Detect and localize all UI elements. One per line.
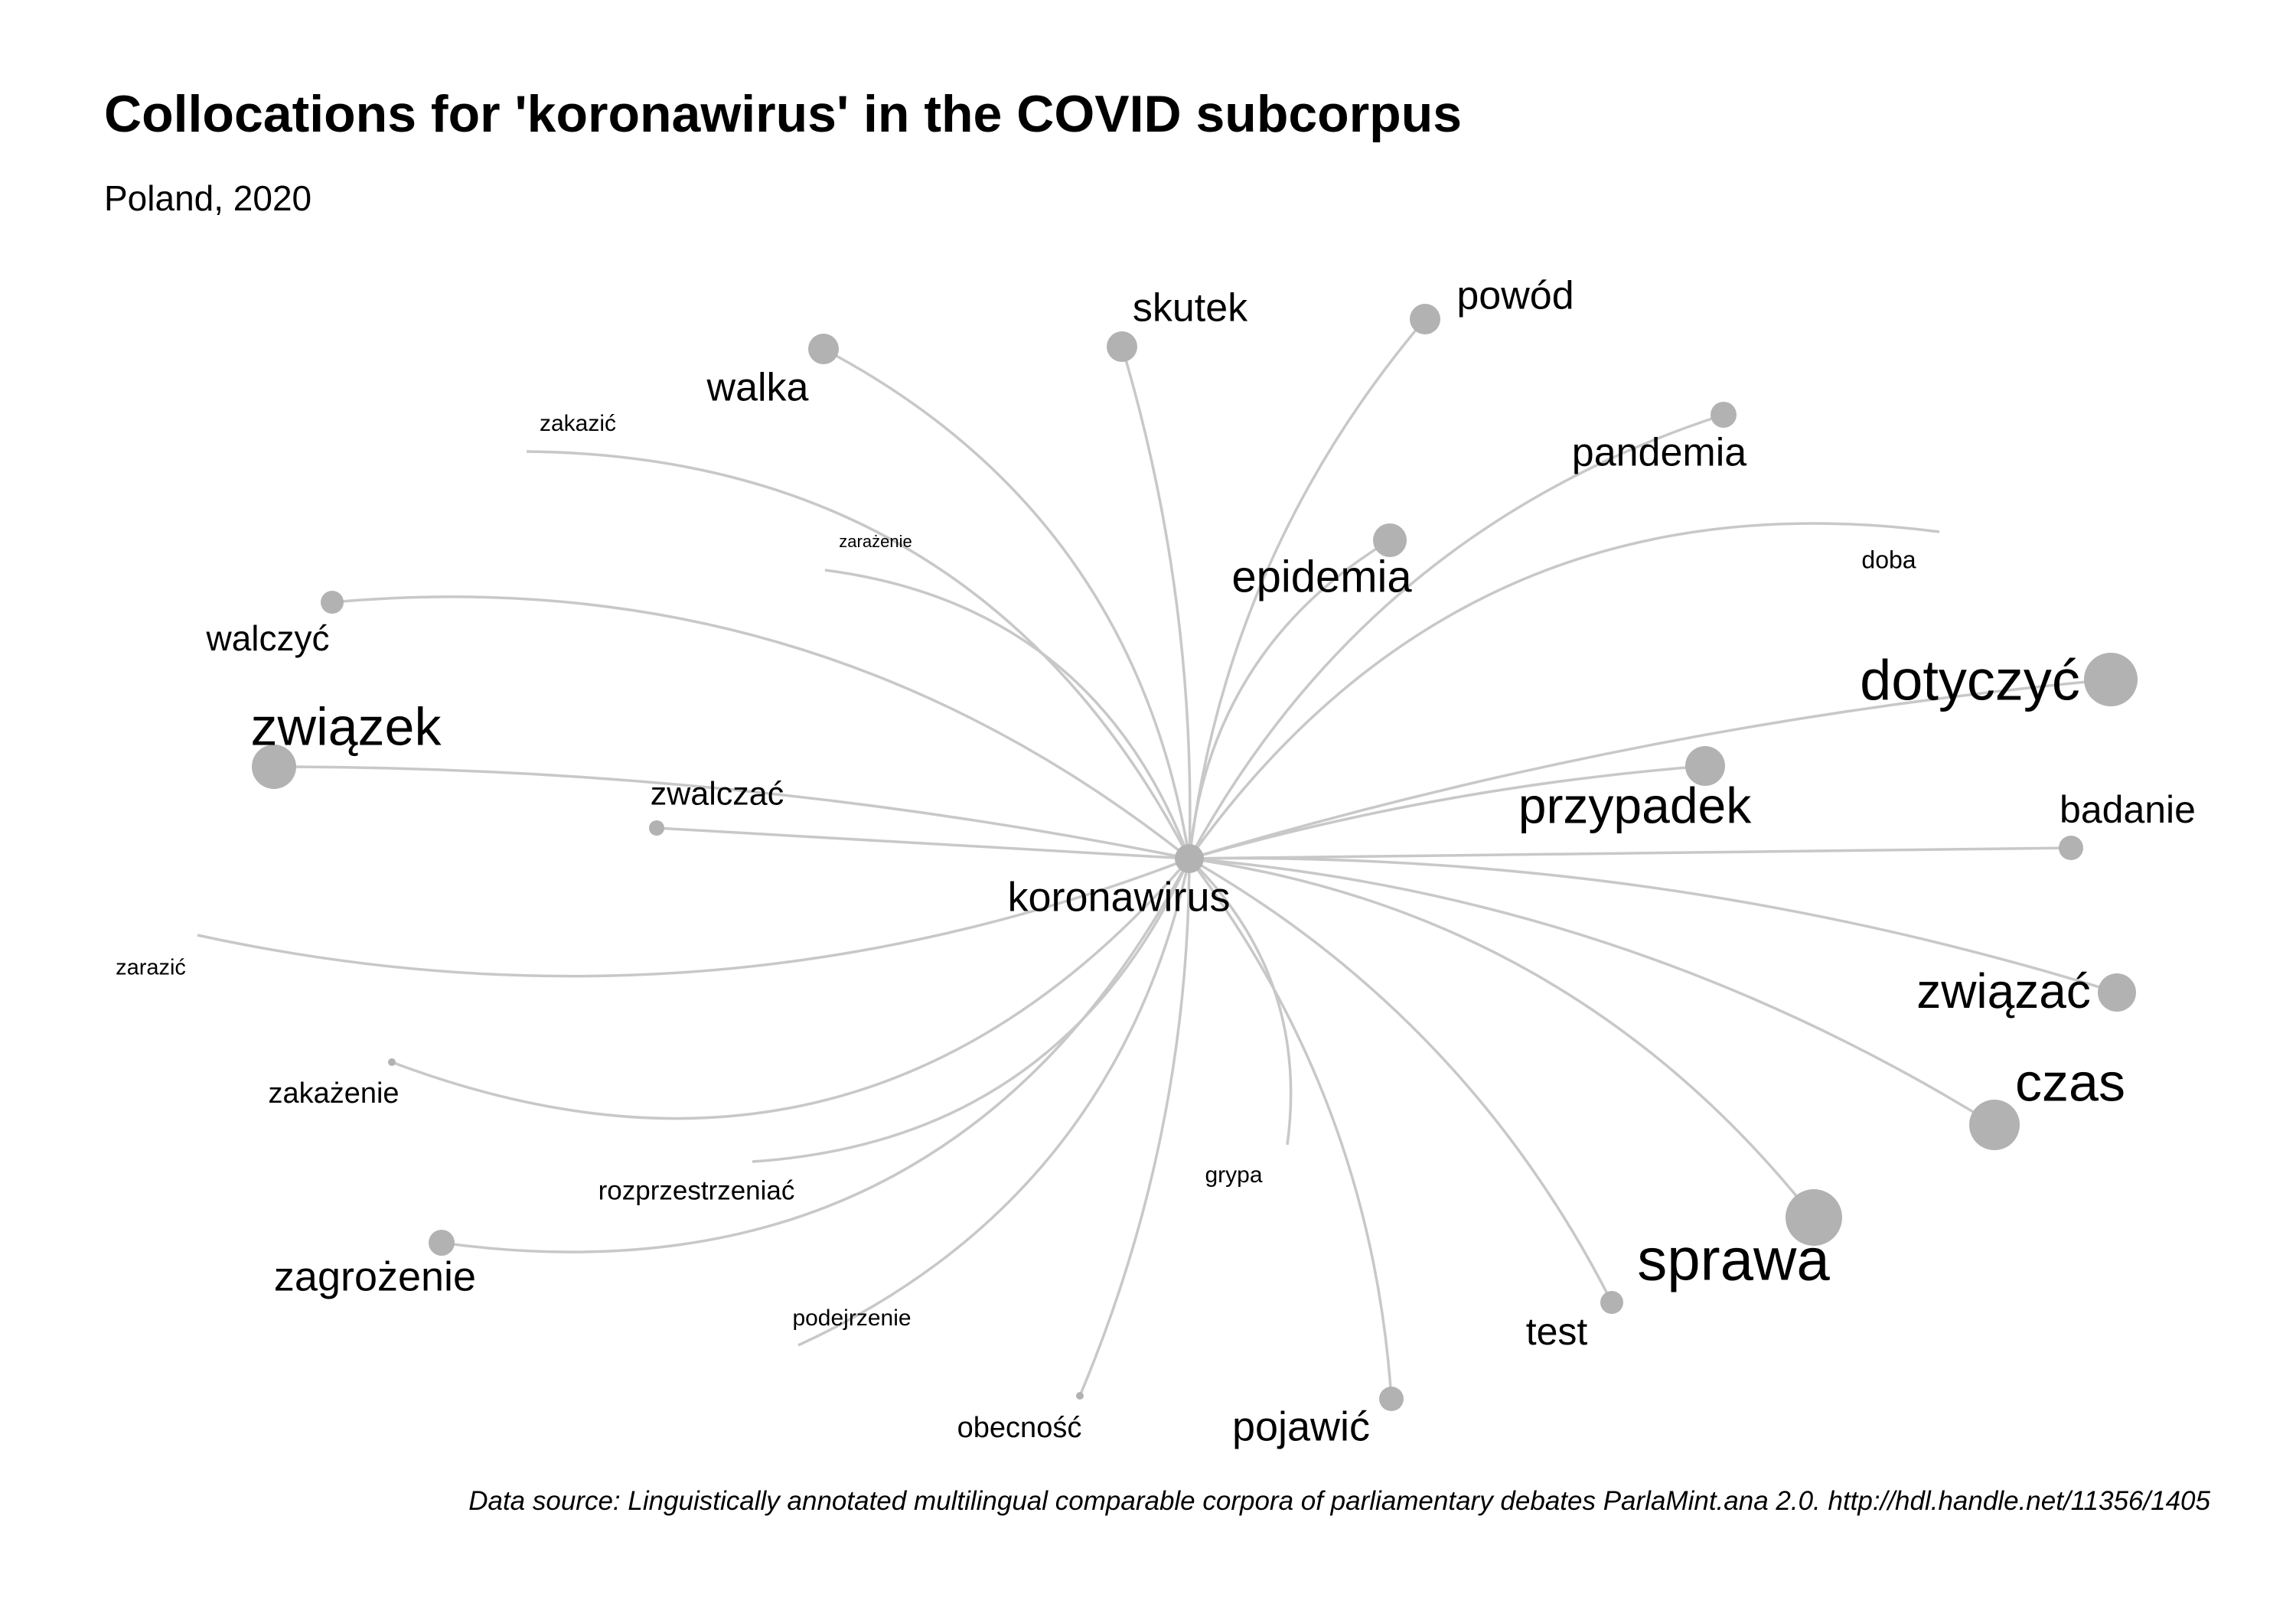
edge-zakażenie: [391, 857, 1191, 1120]
edge-dotyczyć: [1189, 678, 2112, 860]
edge-powód: [1188, 318, 1427, 859]
data-source-caption: Data source: Linguistically annotated mu…: [468, 1486, 2210, 1516]
label-grypa: grypa: [1205, 1162, 1262, 1188]
label-zakażenie: zakażenie: [268, 1077, 399, 1110]
label-związać: związać: [1916, 963, 2091, 1019]
edge-związek: [273, 765, 1190, 860]
edge-związać: [1189, 856, 2118, 994]
label-doba: doba: [1861, 546, 1916, 573]
edge-zarażenie: [824, 569, 1191, 859]
edge-walczyć: [331, 595, 1191, 860]
edge-zakazić: [526, 450, 1191, 859]
edge-epidemia: [1188, 539, 1391, 859]
node-czas: [1969, 1100, 2020, 1150]
label-dotyczyć: dotyczyć: [1860, 649, 2080, 712]
label-sprawa: sprawa: [1637, 1226, 1830, 1293]
label-podejrzenie: podejrzenie: [792, 1305, 911, 1331]
label-zagrożenie: zagrożenie: [274, 1253, 476, 1299]
label-obecność: obecność: [957, 1412, 1082, 1444]
edge-doba: [1188, 522, 1940, 860]
node-sprawa: [1786, 1189, 1842, 1246]
node-badanie: [2059, 836, 2083, 860]
label-powód: powód: [1456, 274, 1574, 318]
edge-zagrożenie: [441, 858, 1191, 1253]
label-test: test: [1526, 1310, 1588, 1353]
label-przypadek: przypadek: [1518, 777, 1753, 833]
edge-sprawa: [1189, 857, 1815, 1219]
label-zwalczać: zwalczać: [651, 775, 784, 812]
edge-badanie: [1189, 846, 2072, 860]
node-dotyczyć: [2084, 653, 2138, 706]
label-zarazić: zarazić: [116, 956, 186, 980]
node-test: [1600, 1291, 1623, 1314]
node-walka: [808, 334, 839, 364]
nodes: [252, 304, 2138, 1411]
label-walka: walka: [706, 366, 809, 410]
node-powód: [1410, 304, 1440, 334]
edge-test: [1189, 857, 1613, 1303]
label-zarażenie: zarażenie: [839, 532, 912, 551]
node-zwalczać: [649, 820, 664, 836]
edge-przypadek: [1189, 764, 1706, 860]
node-center: [1175, 844, 1204, 873]
node-epidemia: [1373, 523, 1407, 557]
label-związek: związek: [251, 696, 442, 756]
edge-pojawić: [1188, 857, 1393, 1400]
label-pandemia: pandemia: [1572, 431, 1746, 475]
label-skutek: skutek: [1133, 286, 1248, 331]
edge-pandemia: [1188, 413, 1724, 859]
edge-podejrzenie: [797, 858, 1191, 1347]
node-pandemia: [1711, 402, 1737, 428]
edge-zwalczać: [656, 826, 1190, 860]
edge-zarazić: [197, 857, 1190, 978]
label-zakazić: zakazić: [540, 411, 616, 436]
label-walczyć: walczyć: [205, 618, 329, 658]
label-epidemia: epidemia: [1231, 552, 1412, 601]
label-rozprzestrzeniać: rozprzestrzeniać: [598, 1175, 795, 1205]
node-skutek: [1107, 331, 1137, 362]
label-badanie: badanie: [2060, 788, 2196, 831]
node-związek: [252, 745, 296, 789]
edge-czas: [1189, 857, 1995, 1126]
node-walczyć: [321, 591, 344, 614]
node-związać: [2098, 973, 2136, 1012]
node-pojawić: [1379, 1387, 1404, 1411]
node-przypadek: [1685, 746, 1725, 786]
edge-rozprzestrzeniać: [752, 858, 1191, 1163]
edge-walka: [823, 347, 1191, 859]
label-center: koronawirus: [1007, 874, 1230, 920]
edges: [197, 318, 2118, 1400]
node-zakażenie: [388, 1058, 396, 1066]
chart-subtitle: Poland, 2020: [104, 178, 312, 218]
label-czas: czas: [2015, 1052, 2125, 1112]
edge-skutek: [1120, 346, 1192, 859]
labels: walka skutek powód pandemia zakazić zarażenie…: [116, 274, 2196, 1450]
node-obecność: [1076, 1392, 1084, 1400]
edge-obecność: [1078, 858, 1191, 1397]
chart-title: Collocations for 'koronawirus' in the CO…: [104, 85, 1463, 143]
label-pojawić: pojawić: [1232, 1403, 1370, 1449]
node-zagrożenie: [429, 1230, 455, 1256]
